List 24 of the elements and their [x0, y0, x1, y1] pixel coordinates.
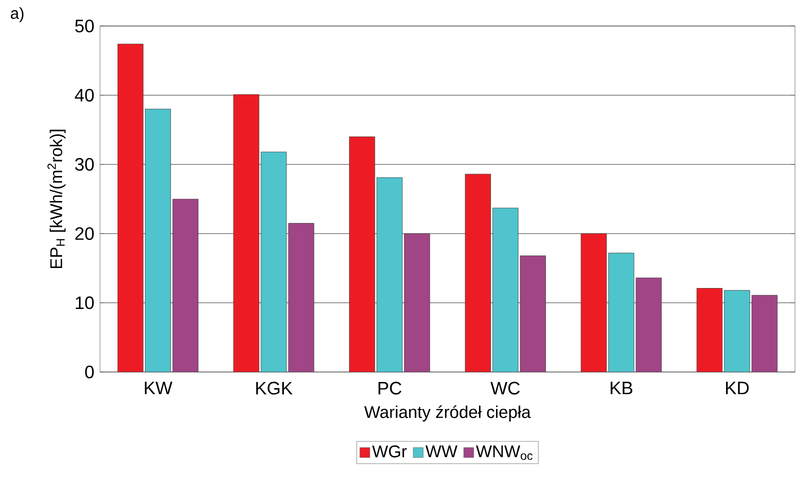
bar [636, 278, 662, 372]
y-tick-label: 0 [85, 366, 94, 378]
x-tick-label: KD [726, 382, 749, 394]
bar [172, 198, 198, 372]
x-axis-title: Warianty źródeł ciepła [364, 405, 531, 422]
legend-label: WGr [372, 445, 407, 458]
y-axis-title: EP$_{H}$ [kWh/(m$^{2}$rok)] [47, 130, 66, 268]
x-tick-label: KGK [256, 382, 293, 395]
x-tick-label: KB [610, 382, 632, 394]
legend-label: WNW$_{oc}$ [476, 445, 533, 460]
y-tick-label: 40 [74, 88, 94, 102]
bar [404, 233, 430, 372]
y-tick-label: 10 [76, 296, 94, 310]
bar [288, 223, 314, 372]
x-tick-label: WC [490, 382, 520, 395]
bar [752, 294, 778, 372]
bar [520, 256, 546, 372]
text: a) [10, 7, 24, 22]
x-tick-label: KW [144, 382, 172, 394]
y-tick-label: 20 [75, 227, 94, 240]
y-tick-label: 50 [75, 20, 94, 32]
x-tick-label: PC [378, 382, 402, 395]
y-tick-label: 30 [75, 158, 94, 171]
legend-label: WW [425, 445, 458, 458]
